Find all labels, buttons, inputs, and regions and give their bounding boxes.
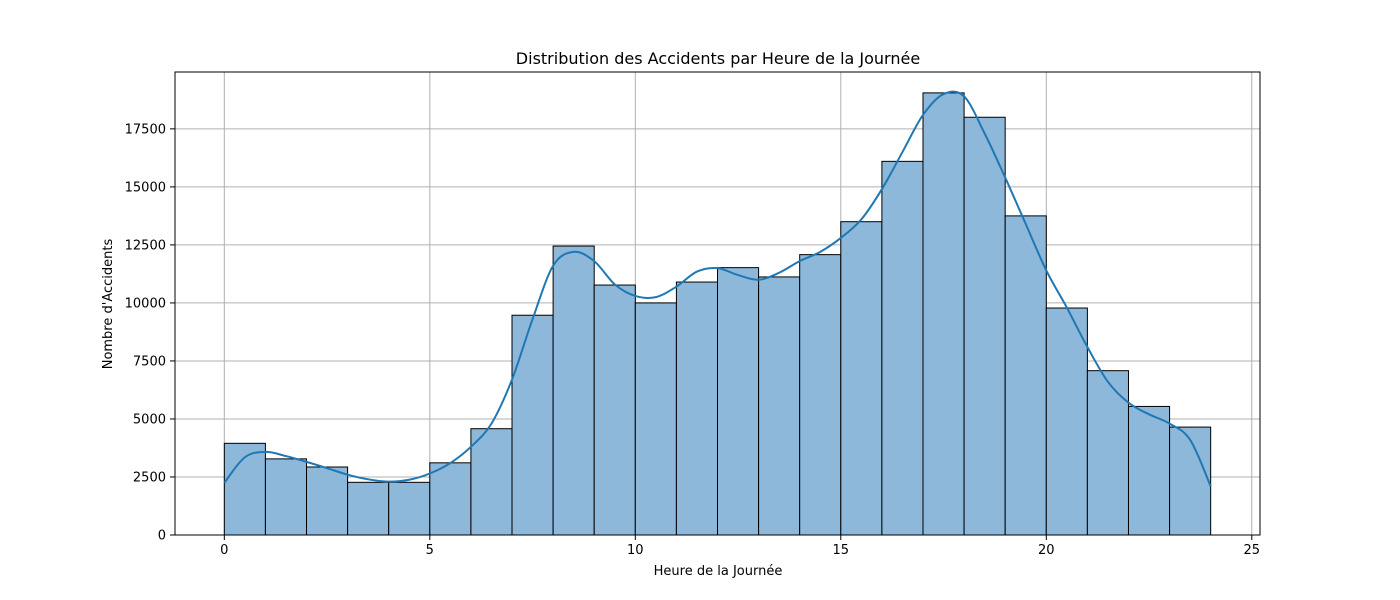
bar-hour-20 bbox=[1045, 307, 1088, 536]
bar-hour-14 bbox=[799, 254, 842, 536]
x-axis-label: Heure de la Journée bbox=[654, 564, 783, 579]
x-tick-label-5: 25 bbox=[1244, 543, 1261, 558]
y-tick-label-1: 2500 bbox=[133, 470, 166, 485]
bar-hour-18 bbox=[963, 116, 1006, 536]
chart-title: Distribution des Accidents par Heure de … bbox=[516, 49, 920, 68]
y-tick-label-7: 17500 bbox=[125, 122, 166, 137]
bar-hour-16 bbox=[881, 160, 924, 536]
bar-hour-10 bbox=[634, 302, 677, 536]
x-tick-label-4: 20 bbox=[1038, 543, 1055, 558]
bar-hour-2 bbox=[306, 466, 349, 536]
bar-hour-22 bbox=[1127, 405, 1171, 536]
y-tick-label-4: 10000 bbox=[125, 296, 166, 311]
bar-hour-12 bbox=[717, 267, 760, 536]
bar-hour-15 bbox=[840, 221, 883, 536]
bar-hour-5 bbox=[429, 462, 472, 536]
x-tick-label-2: 10 bbox=[627, 543, 644, 558]
bar-hour-9 bbox=[593, 284, 636, 536]
y-axis-ticks: 0 2500 5000 7500 10000 12500 15000 17500 bbox=[125, 122, 175, 544]
bar-hour-7 bbox=[511, 314, 554, 536]
kde-line bbox=[223, 90, 1212, 487]
bar-hour-6 bbox=[470, 428, 513, 536]
y-tick-label-5: 12500 bbox=[125, 238, 166, 253]
bar-hour-17 bbox=[922, 92, 965, 536]
kde-curve bbox=[223, 90, 1212, 487]
bar-hour-8 bbox=[552, 245, 595, 536]
y-tick-label-2: 5000 bbox=[133, 412, 166, 427]
y-tick-label-0: 0 bbox=[158, 529, 166, 544]
x-tick-label-0: 0 bbox=[220, 543, 228, 558]
y-tick-label-6: 15000 bbox=[125, 180, 166, 195]
bar-hour-23 bbox=[1169, 426, 1212, 536]
x-axis-ticks: 0 5 10 15 20 25 bbox=[220, 535, 1260, 558]
bar-hour-21 bbox=[1086, 370, 1129, 536]
x-tick-label-1: 5 bbox=[426, 543, 434, 558]
histogram-bars bbox=[223, 92, 1212, 536]
bar-hour-13 bbox=[758, 276, 801, 536]
bar-hour-19 bbox=[1004, 215, 1047, 536]
plot-frame bbox=[174, 71, 1261, 536]
y-axis-label: Nombre d'Accidents bbox=[101, 239, 116, 370]
y-tick-label-3: 7500 bbox=[133, 354, 166, 369]
bar-hour-11 bbox=[675, 281, 718, 536]
x-tick-label-3: 15 bbox=[833, 543, 850, 558]
bar-hour-1 bbox=[264, 458, 308, 536]
bar-hour-3 bbox=[347, 481, 390, 536]
bar-hour-4 bbox=[388, 481, 431, 536]
